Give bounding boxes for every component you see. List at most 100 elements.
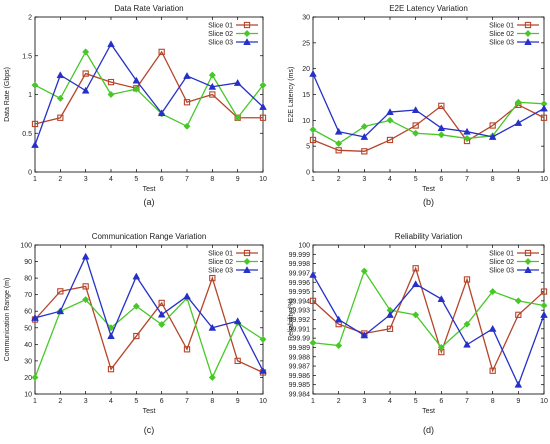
legend-marker xyxy=(524,21,532,29)
x-tick-label: 3 xyxy=(362,398,366,405)
data-point xyxy=(437,131,445,139)
legend-marker xyxy=(524,29,532,38)
data-point xyxy=(132,302,140,310)
data-point xyxy=(158,320,166,329)
data-point xyxy=(335,342,343,350)
data-point xyxy=(309,270,317,278)
data-point xyxy=(386,116,394,124)
series-line xyxy=(312,73,545,138)
data-point xyxy=(386,136,394,144)
x-tick-label: 10 xyxy=(540,176,548,183)
series-slice-01 xyxy=(309,265,548,374)
y-tick-label: 20 xyxy=(24,375,32,382)
legend-label: Slice 02 xyxy=(208,31,233,38)
data-point xyxy=(540,288,548,295)
data-point xyxy=(31,81,39,89)
data-point xyxy=(82,48,90,56)
x-tick-label: 5 xyxy=(414,398,418,405)
data-point xyxy=(309,339,317,347)
series-line xyxy=(312,101,545,145)
data-point xyxy=(259,102,267,110)
data-point xyxy=(56,307,65,315)
data-point xyxy=(82,283,89,290)
data-point xyxy=(334,127,343,135)
data-point xyxy=(31,120,39,128)
data-point xyxy=(386,108,394,116)
y-tick-label: 1 xyxy=(28,92,32,99)
x-tick-label: 10 xyxy=(259,398,267,405)
x-axis-label: Test xyxy=(422,408,435,415)
series-line xyxy=(312,266,545,373)
y-tick-label: 99.999 xyxy=(289,252,311,259)
x-tick-label: 2 xyxy=(337,176,341,183)
x-tick-label: 1 xyxy=(311,398,315,405)
chart-d: Reliability Variation 99.984 99.985 99.986 9… xyxy=(288,232,548,435)
data-point xyxy=(463,320,471,328)
data-point xyxy=(259,81,267,89)
y-tick-label: 0 xyxy=(28,170,32,177)
x-tick-label: 10 xyxy=(259,176,267,183)
x-tick-label: 5 xyxy=(414,176,418,183)
legend-label: Slice 01 xyxy=(208,251,233,258)
legend-marker xyxy=(524,249,532,257)
y-tick-label: 60 xyxy=(24,309,32,316)
x-tick-label: 1 xyxy=(33,176,37,183)
x-tick-label: 4 xyxy=(109,176,113,183)
x-tick-label: 6 xyxy=(160,176,164,183)
data-point xyxy=(412,265,419,272)
y-tick-label: 99.993 xyxy=(289,308,311,315)
data-point xyxy=(540,104,548,112)
y-tick-label: 0.5 xyxy=(22,131,32,138)
x-axis-label: Test xyxy=(143,186,156,193)
data-point xyxy=(489,288,497,296)
x-tick-label: 3 xyxy=(84,176,88,183)
series-slice-03 xyxy=(309,270,548,388)
series-line xyxy=(312,274,545,387)
y-tick-label: 30 xyxy=(24,358,32,365)
series-slice-01 xyxy=(309,101,548,155)
data-point xyxy=(107,40,115,48)
series-line xyxy=(34,50,263,125)
series-slice-02 xyxy=(31,48,267,130)
legend-marker xyxy=(243,249,251,257)
data-point xyxy=(57,114,64,121)
data-point xyxy=(411,106,420,113)
data-point xyxy=(31,313,39,321)
data-point xyxy=(233,78,242,86)
data-point xyxy=(56,71,65,79)
series-slice-03 xyxy=(31,40,267,148)
data-point xyxy=(158,48,165,56)
data-point xyxy=(515,311,522,318)
data-point xyxy=(488,132,497,140)
legend-label: Slice 03 xyxy=(208,40,233,47)
y-tick-label: 100 xyxy=(20,243,32,250)
data-point xyxy=(411,280,420,288)
legend-marker xyxy=(243,29,251,38)
chart-title: Data Rate Variation xyxy=(114,4,183,13)
data-point xyxy=(157,310,166,318)
x-tick-label: 4 xyxy=(388,176,392,183)
subfigure-caption: (b) xyxy=(423,197,434,207)
y-tick-label: 20 xyxy=(302,66,310,73)
series-slice-03 xyxy=(309,69,548,140)
data-point xyxy=(488,324,497,332)
data-point xyxy=(514,297,522,305)
x-tick-label: 8 xyxy=(210,398,214,405)
series-line xyxy=(312,104,545,152)
y-tick-label: 70 xyxy=(24,292,32,299)
data-point xyxy=(360,122,368,131)
y-axis-label: Data Rate (Gbps) xyxy=(4,67,11,122)
data-point xyxy=(489,122,496,129)
y-tick-label: 0 xyxy=(306,170,310,177)
x-tick-label: 6 xyxy=(439,398,443,405)
data-point xyxy=(183,71,191,79)
data-point xyxy=(107,78,115,86)
series-slice-02 xyxy=(31,294,267,381)
data-point xyxy=(259,114,267,121)
x-tick-label: 7 xyxy=(465,398,469,405)
legend-label: Slice 03 xyxy=(489,268,514,275)
